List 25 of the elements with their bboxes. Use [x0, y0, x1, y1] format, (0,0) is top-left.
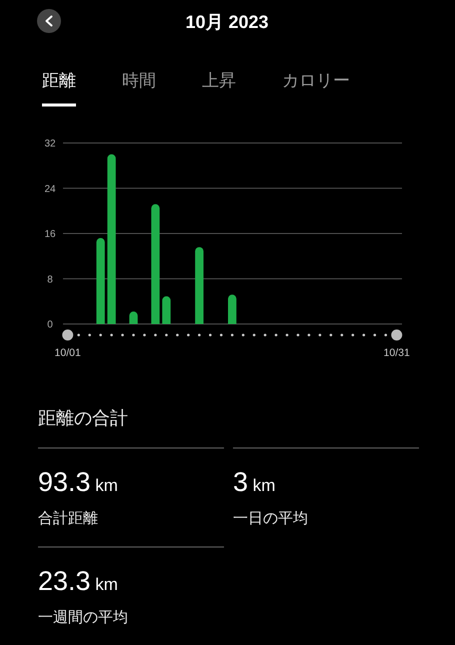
- text: 一日の平均: [233, 510, 308, 527]
- text: 合計距離: [38, 510, 98, 527]
- bar: [195, 247, 204, 324]
- x-tick-label: 10/31: [384, 347, 410, 359]
- x-tick-label: 10/01: [54, 347, 81, 359]
- text: 3 km: [233, 467, 276, 497]
- y-tick-label: 8: [47, 274, 54, 286]
- text: 距離の合計: [38, 408, 128, 428]
- chart-title: 10月 2023: [185, 12, 269, 32]
- y-tick-label: 32: [44, 138, 56, 150]
- bar: [228, 294, 236, 324]
- y-tick-label: 24: [44, 184, 56, 195]
- bar: [151, 204, 160, 324]
- y-tick-label: 0: [47, 320, 54, 330]
- text: 93.3 km: [38, 467, 118, 497]
- y-tick-label: 16: [44, 229, 56, 240]
- text: カロリー: [282, 71, 350, 90]
- text: 一週間の平均: [38, 609, 128, 626]
- text: 23.3 km: [38, 566, 118, 596]
- text: 距離: [42, 71, 76, 90]
- bar: [96, 238, 105, 324]
- bar: [107, 154, 116, 324]
- bar: [162, 296, 171, 324]
- text: 時間: [122, 71, 156, 90]
- text: 上昇: [202, 71, 236, 90]
